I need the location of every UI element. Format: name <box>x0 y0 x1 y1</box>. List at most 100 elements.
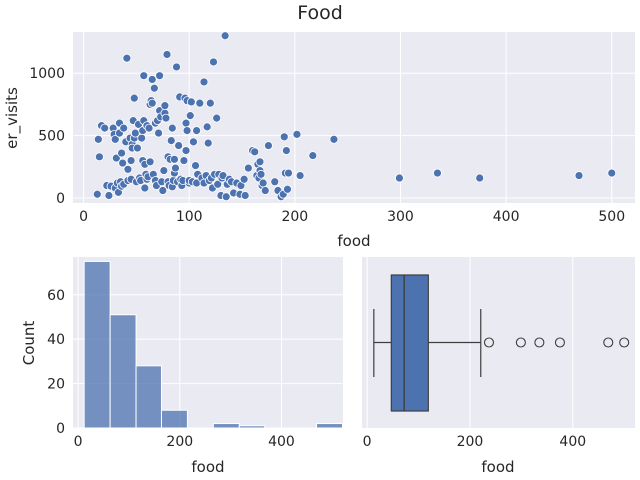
scatter-tick-labels: 0 100 200 300 400 500 0 500 1000 <box>29 66 625 225</box>
scatter-point <box>203 138 213 148</box>
scatter-point <box>161 113 171 123</box>
scatter-point <box>139 71 149 81</box>
scatter-point <box>395 173 404 183</box>
scatter-point <box>93 134 103 144</box>
scatter-point <box>213 179 223 189</box>
scatter-point <box>185 111 195 121</box>
histogram-bar <box>238 425 266 429</box>
scatter-point <box>250 147 260 157</box>
scatter-point <box>149 83 159 93</box>
scatter-point <box>158 186 168 195</box>
histogram-x-axis-label: food <box>191 458 224 476</box>
scatter-point <box>155 71 165 81</box>
scatter-point <box>240 191 250 200</box>
scatter-point <box>129 93 139 103</box>
scatter-point <box>199 77 209 87</box>
x-tick-label: 200 <box>166 434 193 450</box>
x-tick-label: 400 <box>493 209 520 225</box>
scatter-point <box>186 97 196 107</box>
histogram-y-axis-label: Count <box>20 321 38 366</box>
histogram-panel: 0 200 400 0 20 40 60 food Count <box>20 257 343 476</box>
boxplot-tick-labels: 0 200 400 <box>363 434 586 450</box>
histogram-bar <box>212 423 240 429</box>
outlier-point <box>515 337 526 348</box>
scatter-point <box>110 134 120 144</box>
scatter-point <box>154 128 163 138</box>
outlier-point <box>619 337 630 348</box>
scatter-point <box>126 156 136 165</box>
scatter-point <box>160 101 170 111</box>
scatter-point <box>279 132 289 142</box>
x-tick-label: 400 <box>559 434 586 450</box>
outlier-point <box>554 337 565 348</box>
scatter-point <box>329 134 339 144</box>
x-tick-label: 200 <box>281 209 308 225</box>
scatter-point <box>162 50 172 59</box>
histogram-bar <box>160 409 188 429</box>
scatter-point <box>171 163 180 173</box>
scatter-point <box>181 118 191 128</box>
histogram-tick-labels: 0 200 400 0 20 40 60 <box>47 288 295 450</box>
scatter-point <box>205 98 215 108</box>
scatter-panel: 0 100 200 300 400 500 0 500 1000 food er_visits <box>3 31 635 250</box>
scatter-point <box>174 141 184 150</box>
y-tick-label: 1000 <box>29 66 65 82</box>
scatter-point <box>195 98 205 108</box>
scatter-point <box>255 157 265 167</box>
scatter-point <box>292 129 302 139</box>
scatter-point <box>270 177 280 187</box>
scatter-point <box>475 173 485 183</box>
x-tick-label: 0 <box>79 209 88 225</box>
x-tick-label: 100 <box>176 209 203 225</box>
scatter-point <box>209 57 218 67</box>
x-tick-label: 400 <box>268 434 295 450</box>
boxplot-elements <box>373 274 630 412</box>
x-tick-label: 0 <box>74 434 83 450</box>
scatter-point <box>283 184 292 194</box>
boxplot-x-axis-label: food <box>481 458 514 476</box>
x-tick-label: 500 <box>598 209 625 225</box>
scatter-point <box>221 192 231 202</box>
scatter-point <box>167 123 177 133</box>
x-tick-label: 200 <box>457 434 484 450</box>
scatter-point <box>218 171 228 180</box>
scatter-point <box>122 53 132 63</box>
figure-title: Food <box>297 2 343 24</box>
scatter-point <box>189 137 198 147</box>
scatter-point <box>92 189 102 199</box>
scatter-point <box>258 178 268 188</box>
scatter-point <box>145 157 155 167</box>
y-tick-label: 40 <box>47 332 65 348</box>
scatter-point <box>95 152 104 162</box>
scatter-point <box>133 143 142 153</box>
histogram-bar <box>135 365 162 429</box>
y-tick-label: 500 <box>38 129 65 145</box>
scatter-point <box>111 153 121 163</box>
scatter-point <box>182 126 192 136</box>
scatter-point <box>147 75 157 84</box>
outlier-point <box>603 337 614 348</box>
scatter-point <box>243 163 253 173</box>
scatter-point <box>117 148 126 158</box>
scatter-points <box>92 31 617 202</box>
scatter-point <box>212 113 222 123</box>
scatter-point <box>179 156 189 165</box>
boxplot-panel: 0 200 400 food <box>362 257 635 476</box>
scatter-point <box>104 191 114 200</box>
scatter-point <box>191 161 200 170</box>
histogram-bars <box>83 260 343 429</box>
scatter-point <box>281 146 291 155</box>
outlier-point <box>534 337 545 348</box>
scatter-point <box>264 141 273 150</box>
scatter-point <box>123 164 133 174</box>
scatter-point <box>260 186 270 195</box>
scatter-point <box>308 151 318 160</box>
scatter-point <box>137 133 147 143</box>
scatter-point <box>202 122 212 132</box>
scatter-y-axis-label: er_visits <box>3 87 22 149</box>
scatter-point <box>574 171 584 180</box>
scatter-point <box>181 146 191 155</box>
y-tick-label: 20 <box>47 377 65 393</box>
scatter-point <box>172 62 181 72</box>
scatter-point <box>144 123 154 133</box>
